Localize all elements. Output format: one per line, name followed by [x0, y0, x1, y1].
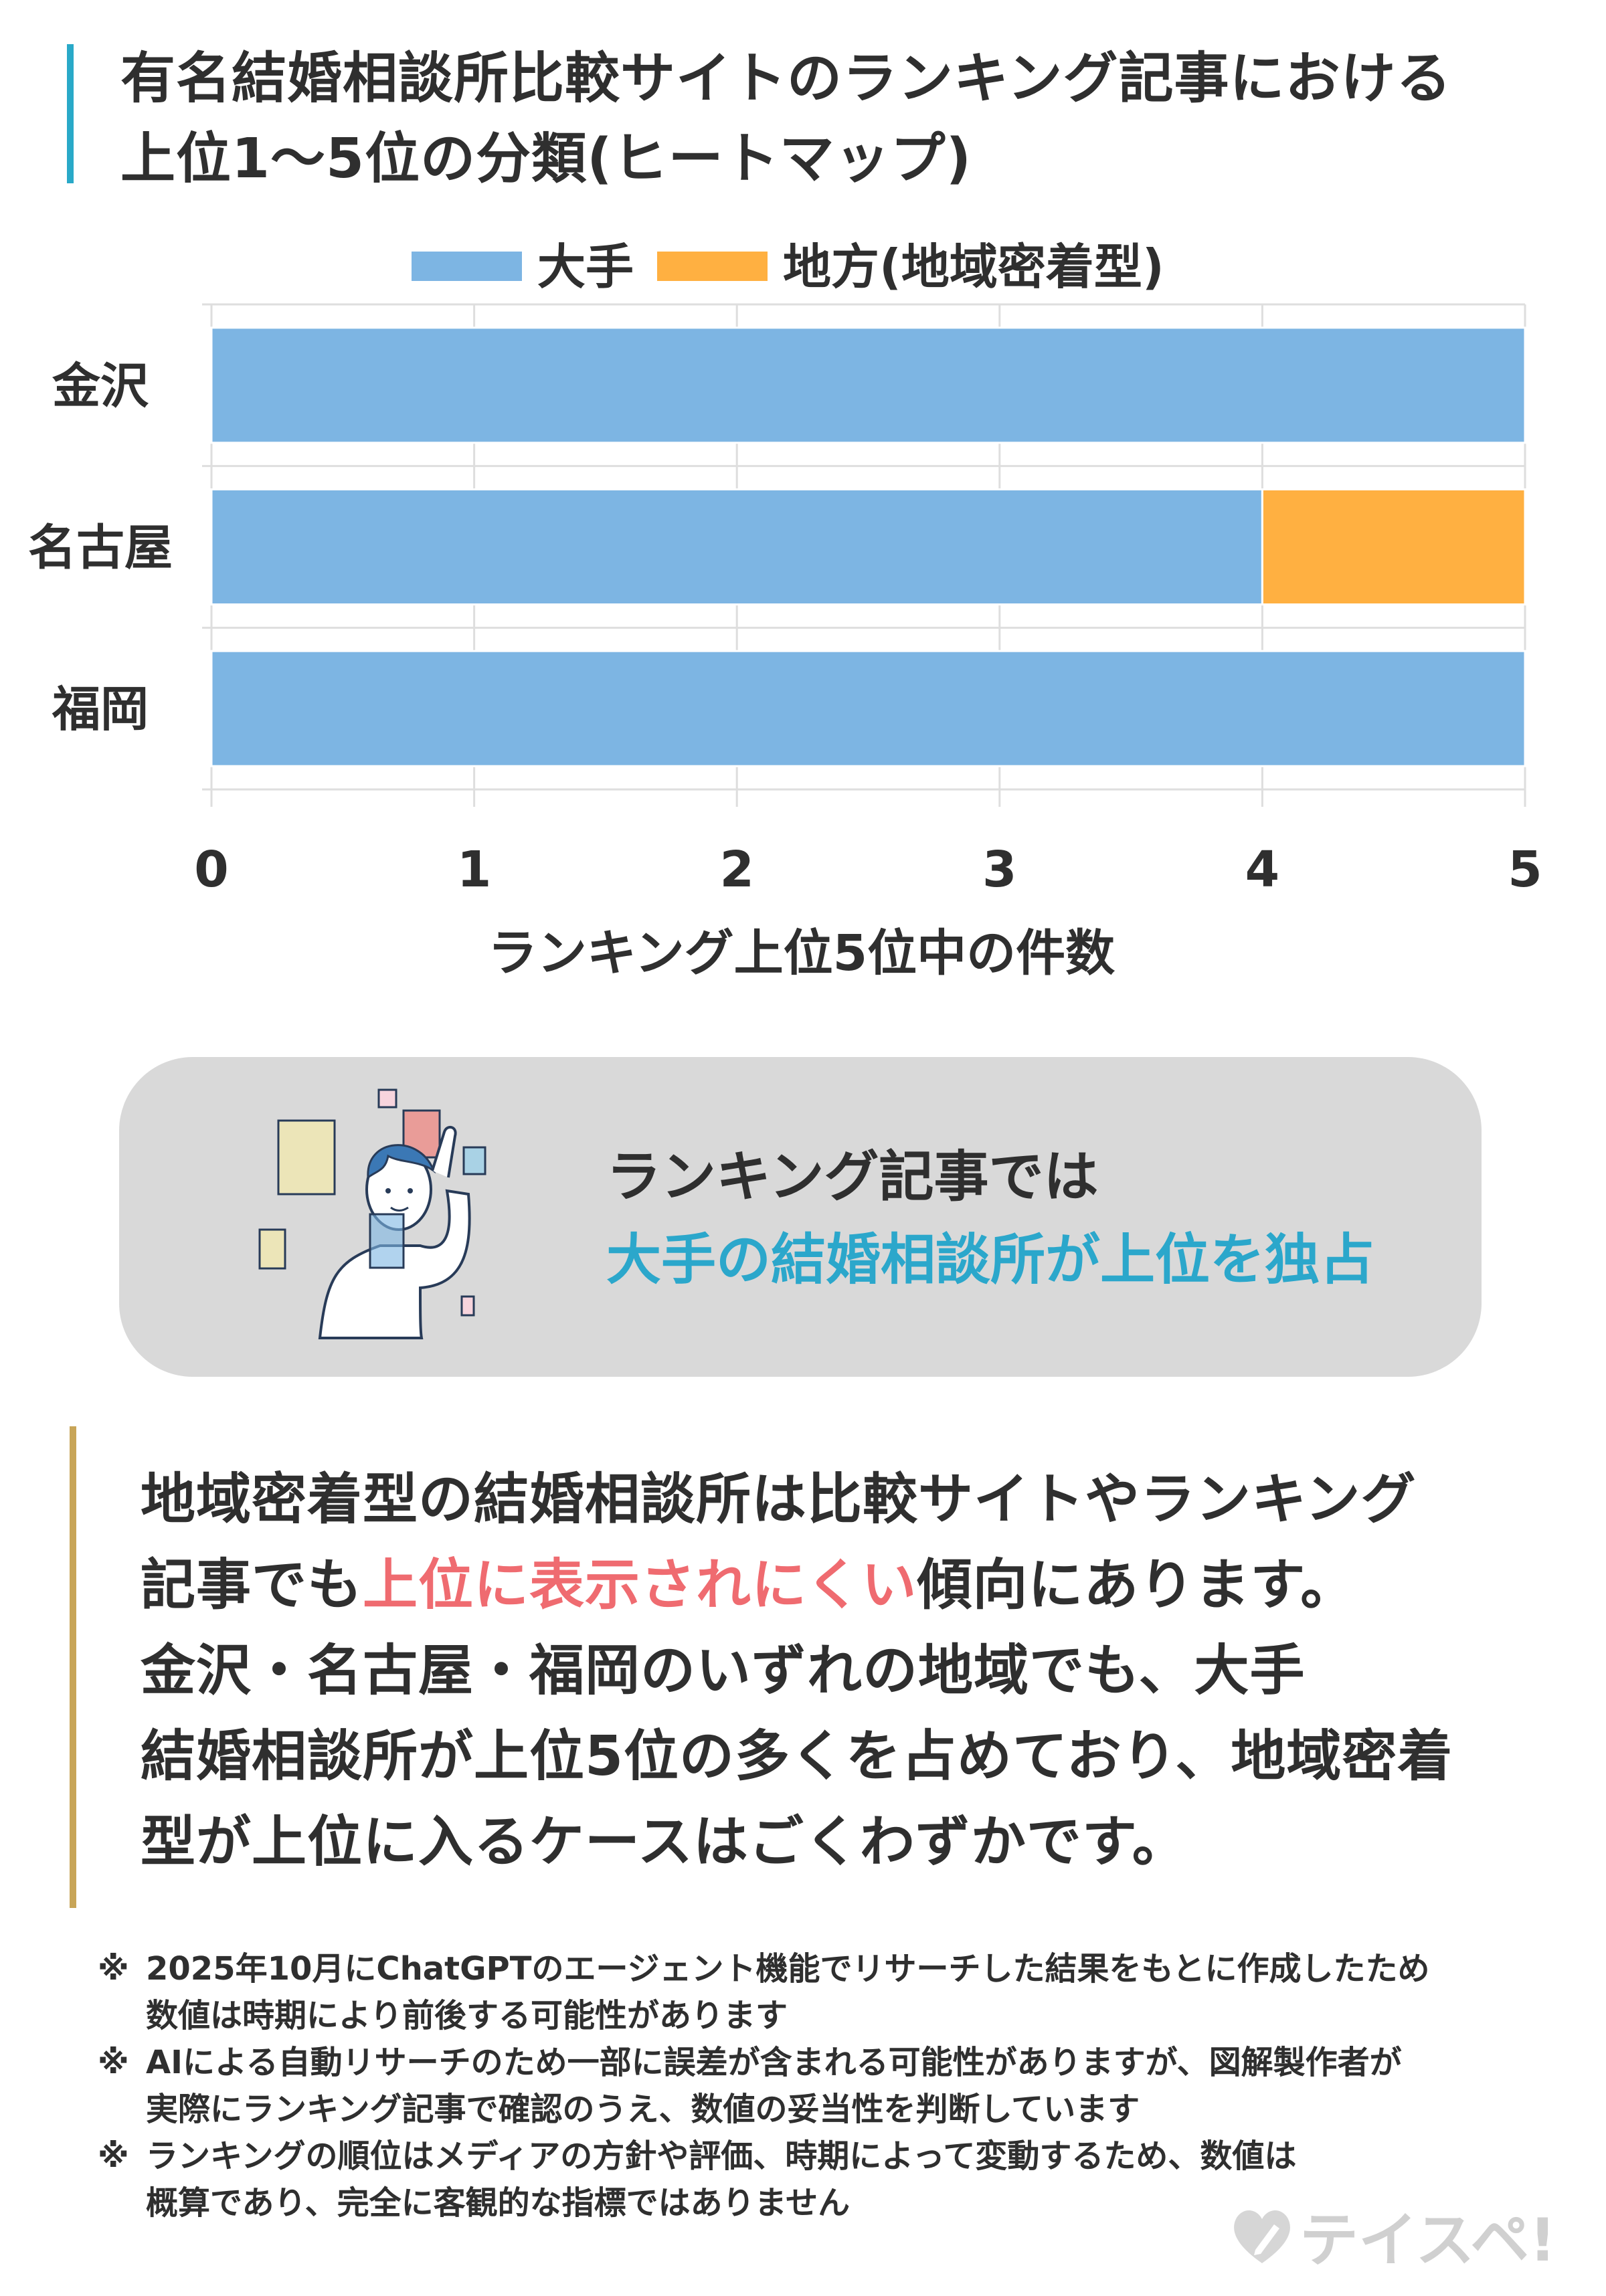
- explanation-line-5: 型が上位に入るケースはごくわずかです。: [141, 1810, 1188, 1874]
- footnote-line: 概算であり、完全に客観的な指標ではありません: [146, 2184, 851, 2222]
- legend-label: 大手: [537, 239, 634, 295]
- callout-line-1: ランキング記事では: [606, 1145, 1099, 1209]
- explanation-text: 地域密着型の結婚相談所は比較サイトやランキング 記事でも上位に表示されにくい傾向…: [141, 1457, 1453, 1885]
- person-pointing-illustration: [258, 1088, 486, 1339]
- page-title: 有名結婚相談所比較サイトのランキング記事における 上位1〜5位の分類(ヒートマッ…: [120, 39, 1542, 199]
- x-tick-label: 4: [1245, 841, 1280, 898]
- heart-pencil-icon: [1234, 2210, 1290, 2263]
- y-tick-label: 名古屋: [28, 520, 173, 576]
- explanation-line-2-post: 傾向にあります。: [917, 1553, 1356, 1617]
- footnote-mark: ※: [98, 2044, 129, 2081]
- footnote: ※ 2025年10月にChatGPTのエージェント機能でリサーチした結果をもとに…: [98, 1945, 1430, 2039]
- y-tick-label: 福岡: [52, 681, 149, 737]
- x-tick-label: 1: [457, 841, 492, 898]
- x-tick-label: 0: [194, 841, 229, 898]
- footnote-line: 2025年10月にChatGPTのエージェント機能でリサーチした結果をもとに作成…: [146, 1950, 1430, 1988]
- explanation-highlight: 上位に表示されにくい: [363, 1553, 917, 1617]
- footnote-mark: ※: [98, 1950, 129, 1988]
- explanation-line-3: 金沢・名古屋・福岡のいずれの地域でも、大手: [141, 1639, 1306, 1703]
- brand-logo-text: テイスペ!: [1300, 2205, 1556, 2275]
- y-tick-label: 金沢: [52, 358, 149, 414]
- legend-label: 地方(地域密着型): [783, 239, 1164, 295]
- bar-segment: [210, 650, 1526, 767]
- explanation-line-2: 記事でも上位に表示されにくい傾向にあります。: [141, 1543, 1453, 1628]
- callout-text: ランキング記事では 大手の結婚相談所が上位を独占: [606, 1136, 1374, 1302]
- footnotes: ※ 2025年10月にChatGPTのエージェント機能でリサーチした結果をもとに…: [98, 1945, 1430, 2226]
- title-line-1: 有名結婚相談所比較サイトのランキング記事における: [120, 47, 1452, 110]
- title-line-2: 上位1〜5位の分類(ヒートマップ): [120, 127, 972, 191]
- explanation-line-2-pre: 記事でも: [141, 1553, 363, 1617]
- bar-segment: [210, 326, 1526, 444]
- explanation-line-1: 地域密着型の結婚相談所は比較サイトやランキング: [141, 1468, 1417, 1531]
- x-tick-label: 2: [719, 841, 754, 898]
- footnote-line: 数値は時期により前後する可能性があります: [146, 1997, 788, 2034]
- summary-callout: ランキング記事では 大手の結婚相談所が上位を独占: [119, 1057, 1482, 1377]
- legend-swatch: [412, 252, 522, 281]
- bar-segment: [210, 488, 1263, 605]
- footnote: ※ AIによる自動リサーチのため一部に誤差が含まれる可能性がありますが、図解製作…: [98, 2039, 1430, 2133]
- explanation-block: 地域密着型の結婚相談所は比較サイトやランキング 記事でも上位に表示されにくい傾向…: [70, 1426, 1582, 1908]
- x-tick-label: 3: [982, 841, 1017, 898]
- explanation-line-4: 結婚相談所が上位5位の多くを占めており、地域密着: [141, 1725, 1453, 1788]
- explanation-accent-bar: [70, 1426, 76, 1908]
- footnote-mark: ※: [98, 2137, 129, 2175]
- footnote-line: 実際にランキング記事で確認のうえ、数値の妥当性を判断しています: [146, 2091, 1140, 2128]
- brand-logo: テイスペ!: [1229, 2198, 1556, 2275]
- callout-line-2: 大手の結婚相談所が上位を独占: [606, 1228, 1375, 1292]
- footnote-line: ランキングの順位はメディアの方針や評価、時期によって変動するため、数値は: [146, 2137, 1297, 2175]
- bar-segment: [1261, 488, 1526, 605]
- title-accent-bar: [67, 44, 74, 183]
- footnote-line: AIによる自動リサーチのため一部に誤差が含まれる可能性がありますが、図解製作者が: [146, 2044, 1402, 2081]
- x-axis-label: ランキング上位5位中の件数: [488, 925, 1115, 982]
- legend-swatch: [657, 252, 768, 281]
- title-block: 有名結婚相談所比較サイトのランキング記事における 上位1〜5位の分類(ヒートマッ…: [67, 39, 1542, 199]
- x-tick-label: 5: [1508, 841, 1542, 898]
- footnote: ※ ランキングの順位はメディアの方針や評価、時期によって変動するため、数値は 概算…: [98, 2133, 1430, 2226]
